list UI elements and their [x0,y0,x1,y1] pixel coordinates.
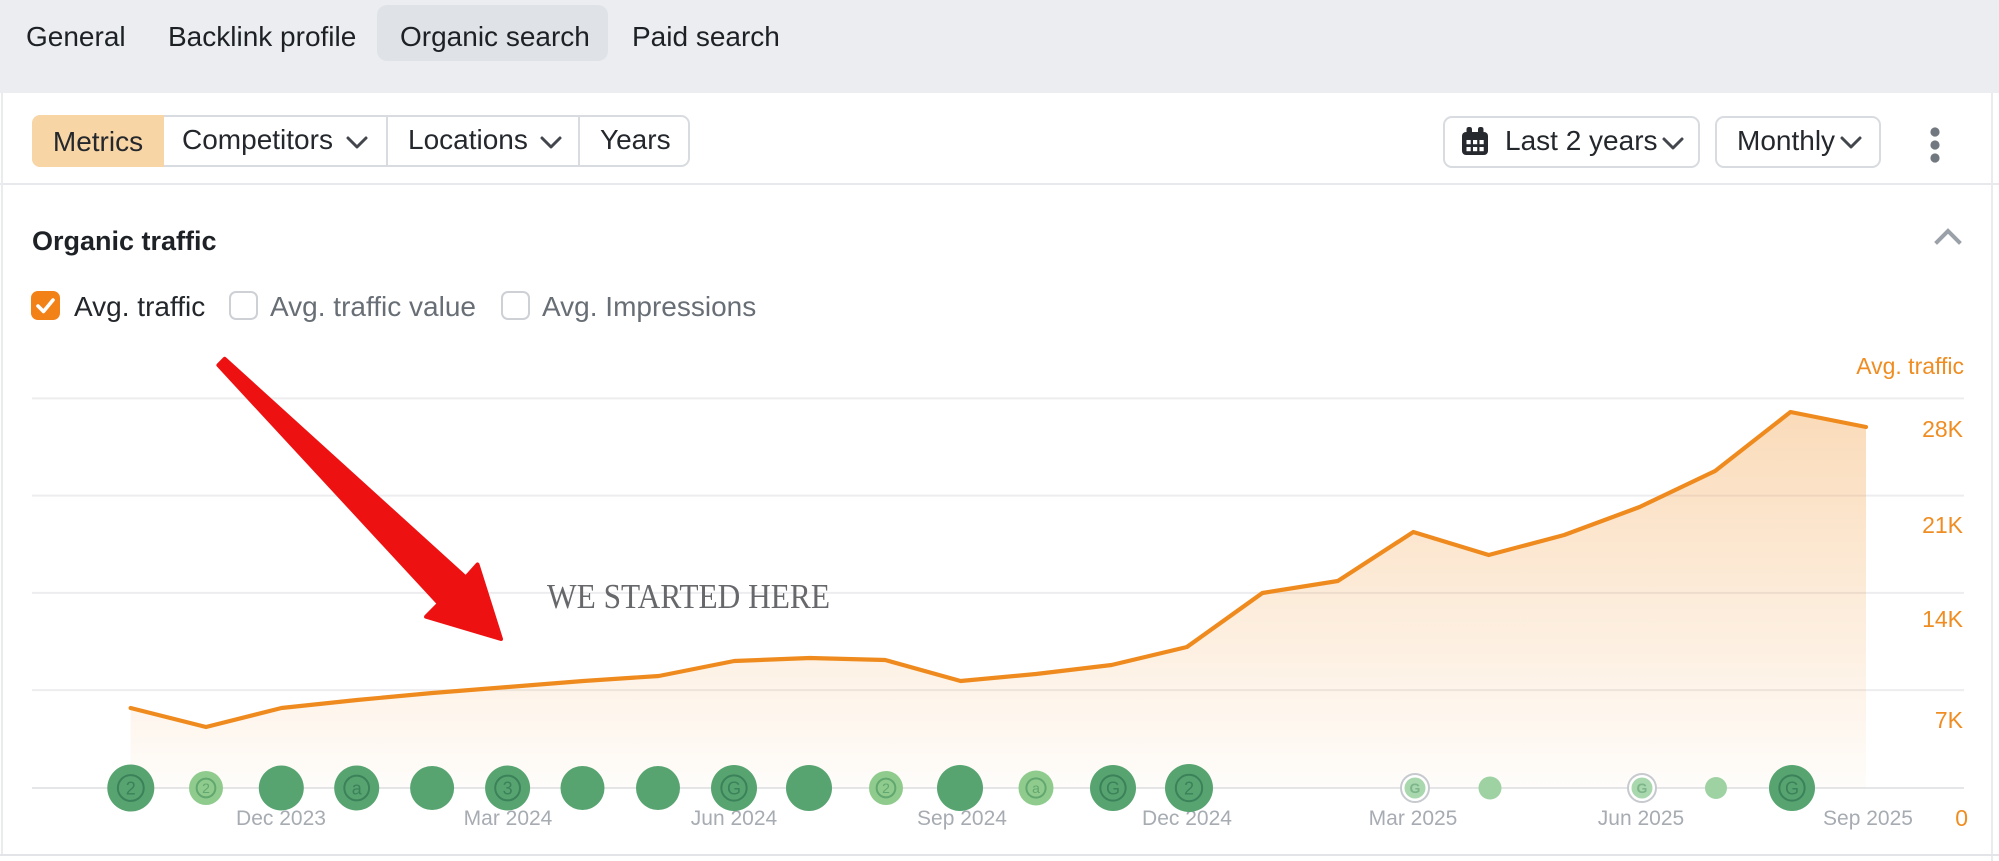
svg-text:G: G [1410,780,1421,796]
svg-text:3: 3 [503,779,513,799]
svg-text:G: G [727,779,741,799]
svg-text:Dec 2023: Dec 2023 [236,807,326,830]
svg-text:G: G [1637,780,1648,796]
svg-text:28K: 28K [1922,416,1964,442]
svg-text:Jun 2025: Jun 2025 [1598,807,1684,830]
svg-text:Sep 2024: Sep 2024 [917,807,1007,830]
svg-text:Jun 2024: Jun 2024 [691,807,778,830]
svg-text:a: a [1032,780,1040,796]
svg-text:a: a [352,779,363,799]
svg-text:2: 2 [1184,779,1194,799]
svg-text:Mar 2025: Mar 2025 [1369,807,1458,830]
svg-text:21K: 21K [1922,512,1964,538]
svg-text:G: G [1785,779,1799,799]
svg-text:Avg. traffic: Avg. traffic [1856,353,1964,379]
svg-text:2: 2 [202,780,210,796]
svg-text:Sep 2025: Sep 2025 [1823,807,1913,830]
svg-text:0: 0 [1955,805,1968,831]
svg-text:14K: 14K [1922,606,1964,632]
svg-text:WE STARTED HERE: WE STARTED HERE [547,577,830,616]
svg-text:7K: 7K [1935,707,1964,733]
svg-text:Dec 2024: Dec 2024 [1142,807,1232,830]
svg-text:2: 2 [882,780,890,796]
svg-text:2: 2 [126,779,136,799]
svg-text:G: G [1106,779,1120,799]
svg-text:Mar 2024: Mar 2024 [464,807,553,830]
